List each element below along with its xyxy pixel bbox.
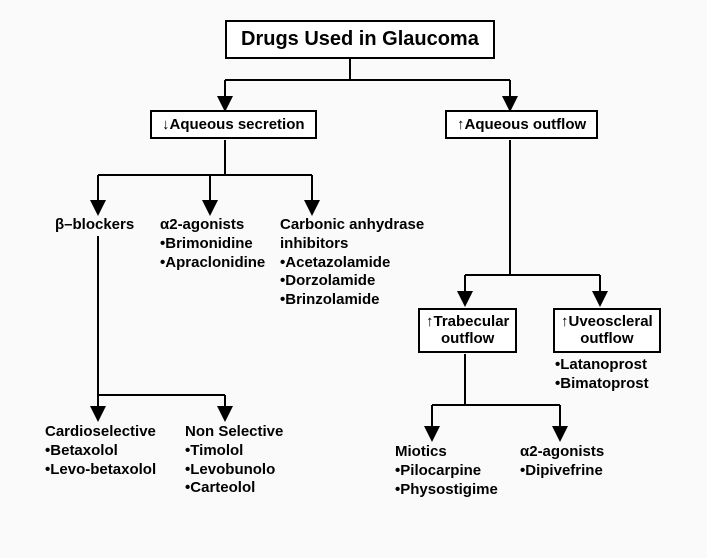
beta-blockers-title: β–blockers bbox=[55, 216, 134, 233]
cardio-item-0: Betaxolol bbox=[50, 442, 118, 459]
node-nonselective: Non Selective •Timolol •Levobunolo •Cart… bbox=[185, 423, 283, 498]
cai-item-1: Dorzolamide bbox=[285, 272, 375, 289]
node-aq-secretion-label: ↓Aqueous secretion bbox=[162, 116, 305, 133]
cardio-item-1: Levo-betaxolol bbox=[50, 461, 156, 478]
alpha2-title: α2-agonists bbox=[160, 216, 244, 233]
flowchart-canvas: Drugs Used in Glaucoma ↓Aqueous secretio… bbox=[0, 0, 707, 558]
cai-title: Carbonic anhydrase inhibitors bbox=[280, 216, 424, 252]
node-alpha2-b: α2-agonists •Dipivefrine bbox=[520, 443, 604, 481]
node-uveoscleral-items: •Latanoprost •Bimatoprost bbox=[555, 356, 649, 394]
uveo-label-1: ↑Uveoscleral bbox=[561, 314, 653, 331]
node-trabecular: ↑Trabecular outflow bbox=[418, 308, 517, 353]
node-root-label: Drugs Used in Glaucoma bbox=[241, 28, 479, 50]
nonsel-item-2: Carteolol bbox=[190, 479, 255, 496]
node-root: Drugs Used in Glaucoma bbox=[225, 20, 495, 59]
uveo-item-1: Bimatoprost bbox=[560, 375, 648, 392]
uveo-label-2: outflow bbox=[561, 331, 653, 348]
alpha2b-title: α2-agonists bbox=[520, 443, 604, 460]
cai-item-2: Brinzolamide bbox=[285, 291, 379, 308]
miotics-title: Miotics bbox=[395, 443, 447, 460]
node-beta-blockers: β–blockers bbox=[55, 216, 134, 235]
node-uveoscleral: ↑Uveoscleral outflow bbox=[553, 308, 661, 353]
node-aq-secretion: ↓Aqueous secretion bbox=[150, 110, 317, 139]
alpha2-item-0: Brimonidine bbox=[165, 235, 253, 252]
node-aq-outflow-label: ↑Aqueous outflow bbox=[457, 116, 586, 133]
alpha2-item-1: Apraclonidine bbox=[165, 254, 265, 271]
nonsel-title: Non Selective bbox=[185, 423, 283, 440]
uveo-item-0: Latanoprost bbox=[560, 356, 647, 373]
nonsel-item-1: Levobunolo bbox=[190, 461, 275, 478]
nonsel-item-0: Timolol bbox=[190, 442, 243, 459]
miotics-item-1: Physostigime bbox=[400, 481, 498, 498]
cardio-title: Cardioselective bbox=[45, 423, 156, 440]
node-miotics: Miotics •Pilocarpine •Physostigime bbox=[395, 443, 498, 499]
node-cardioselective: Cardioselective •Betaxolol •Levo-betaxol… bbox=[45, 423, 156, 479]
node-aq-outflow: ↑Aqueous outflow bbox=[445, 110, 598, 139]
node-alpha2-agonists: α2-agonists •Brimonidine •Apraclonidine bbox=[160, 216, 265, 272]
cai-item-0: Acetazolamide bbox=[285, 254, 390, 271]
node-cai: Carbonic anhydrase inhibitors •Acetazola… bbox=[280, 216, 450, 310]
miotics-item-0: Pilocarpine bbox=[400, 462, 481, 479]
trabecular-label-1: ↑Trabecular bbox=[426, 314, 509, 331]
alpha2b-item-0: Dipivefrine bbox=[525, 462, 603, 479]
trabecular-label-2: outflow bbox=[426, 331, 509, 348]
